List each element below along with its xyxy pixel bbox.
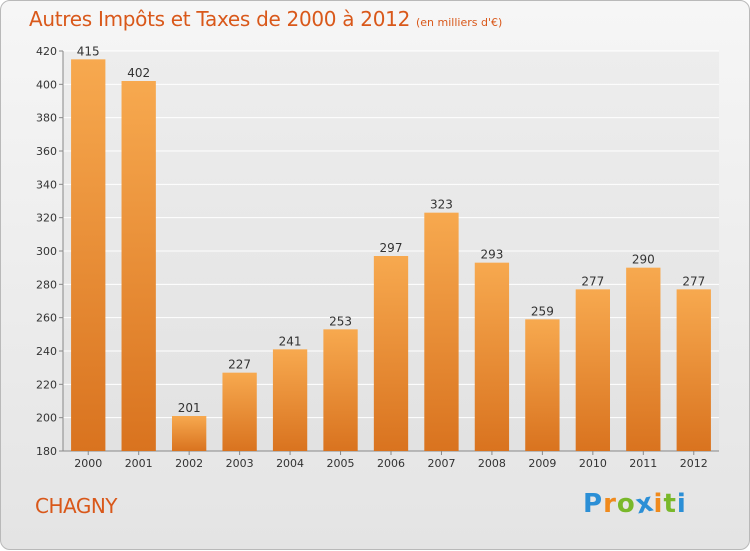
bar-2010 bbox=[575, 289, 611, 451]
bar-value-label: 227 bbox=[228, 358, 251, 372]
y-tick-label: 180 bbox=[36, 445, 57, 458]
bar-value-label: 259 bbox=[531, 304, 554, 318]
bar-value-label: 277 bbox=[682, 274, 705, 288]
bar-value-label: 415 bbox=[77, 44, 100, 58]
x-tick-label: 2011 bbox=[629, 457, 657, 470]
x-tick-label: 2009 bbox=[528, 457, 556, 470]
y-tick-label: 320 bbox=[36, 212, 57, 225]
x-tick-label: 2006 bbox=[377, 457, 405, 470]
chart-subtitle: (en milliers d'€) bbox=[416, 16, 503, 29]
bar-value-label: 297 bbox=[380, 241, 403, 255]
logo-letter: P bbox=[583, 489, 604, 519]
bar-2011 bbox=[626, 267, 661, 451]
bar-value-label: 201 bbox=[178, 401, 201, 415]
y-tick-label: 380 bbox=[36, 112, 57, 125]
x-tick-label: 2002 bbox=[175, 457, 203, 470]
y-tick-label: 360 bbox=[36, 145, 57, 158]
bar-2012 bbox=[676, 289, 711, 451]
logo-letter: o bbox=[616, 489, 636, 519]
bar-value-label: 323 bbox=[430, 198, 453, 212]
title-text: Autres Impôts et Taxes de 2000 à 2012 bbox=[29, 7, 410, 31]
bar-value-label: 293 bbox=[480, 248, 503, 262]
bar-2001 bbox=[121, 81, 156, 451]
bar-2009 bbox=[525, 319, 560, 451]
bar-value-label: 277 bbox=[581, 274, 604, 288]
x-axis-ticks: 2000 2001 2002 2003 2004 2005 2006 2007 2008 2009… bbox=[74, 451, 708, 470]
bars: 415 402 201 227 241 253 297 323 293 259 277 290 277 bbox=[71, 44, 711, 451]
logo-letter: r bbox=[603, 489, 617, 519]
bar-2004 bbox=[272, 349, 308, 451]
bar-2002 bbox=[171, 416, 207, 451]
chart-title: Autres Impôts et Taxes de 2000 à 2012 (en… bbox=[29, 7, 502, 31]
logo-letter: i bbox=[653, 489, 664, 519]
x-tick-label: 2008 bbox=[478, 457, 506, 470]
city-name: CHAGNY bbox=[35, 494, 118, 518]
y-tick-label: 240 bbox=[36, 345, 57, 358]
logo-letter: i bbox=[676, 489, 687, 519]
x-tick-label: 2005 bbox=[327, 457, 355, 470]
x-tick-label: 2012 bbox=[680, 457, 708, 470]
x-tick-label: 2010 bbox=[579, 457, 607, 470]
bar-value-label: 290 bbox=[632, 253, 655, 267]
bar-2006 bbox=[373, 256, 409, 451]
x-tick-label: 2007 bbox=[427, 457, 455, 470]
bar-2008 bbox=[474, 262, 510, 451]
bar-value-label: 253 bbox=[329, 314, 352, 328]
bar-2005 bbox=[323, 329, 358, 451]
bar-2000 bbox=[71, 59, 106, 451]
x-tick-label: 2003 bbox=[226, 457, 254, 470]
bar-value-label: 241 bbox=[279, 334, 302, 348]
y-tick-label: 280 bbox=[36, 278, 57, 291]
proxiti-logo[interactable]: Proxiti bbox=[583, 487, 687, 520]
x-tick-label: 2000 bbox=[74, 457, 102, 470]
logo-letter: t bbox=[663, 489, 677, 519]
y-axis-ticks: 180 200 220 240 260 280 300 320 340 360 380 400 420 bbox=[36, 45, 719, 458]
bar-2007 bbox=[424, 212, 459, 451]
bar-2003 bbox=[222, 372, 257, 451]
bar-value-label: 402 bbox=[127, 66, 150, 80]
y-tick-label: 220 bbox=[36, 378, 57, 391]
y-tick-label: 260 bbox=[36, 312, 57, 325]
y-tick-label: 300 bbox=[36, 245, 57, 258]
x-tick-label: 2001 bbox=[125, 457, 153, 470]
y-tick-label: 200 bbox=[36, 412, 57, 425]
y-tick-label: 340 bbox=[36, 178, 57, 191]
y-tick-label: 420 bbox=[36, 45, 57, 58]
y-tick-label: 400 bbox=[36, 78, 57, 91]
x-tick-label: 2004 bbox=[276, 457, 304, 470]
